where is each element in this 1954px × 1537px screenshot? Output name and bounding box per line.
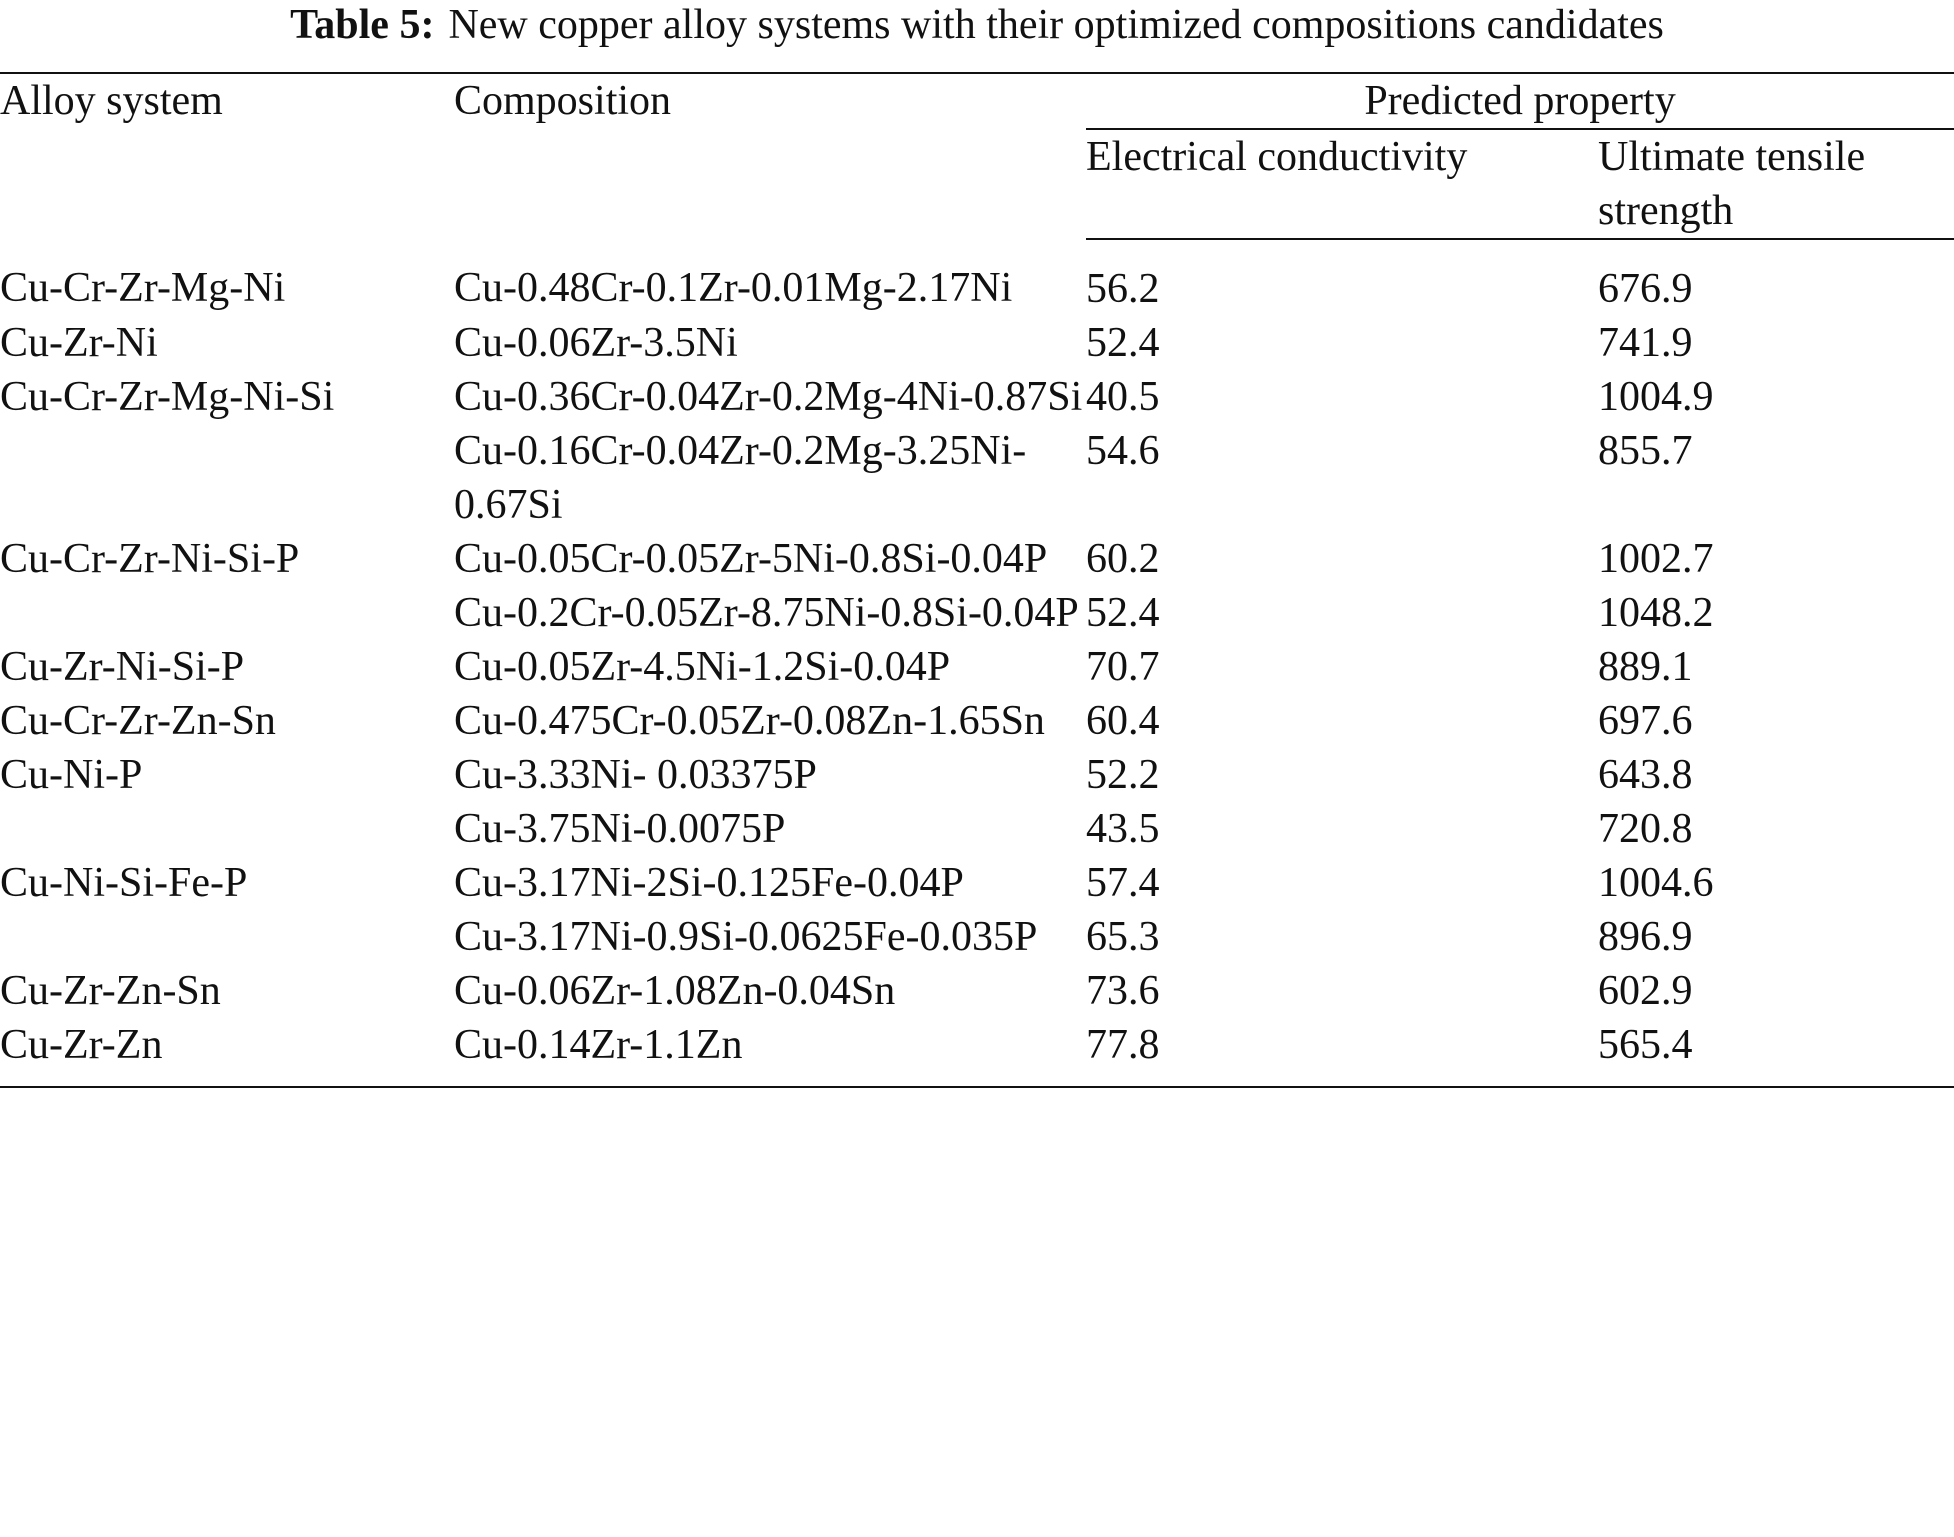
cell-ultimate-tensile-strength: 1002.7 [1598, 536, 1714, 582]
cell-ultimate-tensile-strength: 676.9 [1598, 266, 1693, 312]
cell-alloy-system: Cu-Cr-Zr-Mg-Ni-Si [0, 374, 335, 420]
cell-electrical-conductivity: 43.5 [1086, 806, 1160, 852]
cell-ultimate-tensile-strength: 697.6 [1598, 698, 1693, 744]
cell-electrical-conductivity: 56.2 [1086, 266, 1160, 312]
table-row: Cu-Zr-Zn-Sn Cu-0.06Zr-1.08Zn-0.04Sn 73.6… [0, 964, 1954, 1018]
cell-ultimate-tensile-strength: 896.9 [1598, 914, 1693, 960]
cell-ultimate-tensile-strength: 720.8 [1598, 806, 1693, 852]
cell-composition: Cu-3.33Ni- 0.03375P [454, 752, 817, 798]
cell-composition: Cu-0.2Cr-0.05Zr-8.75Ni-0.8Si-0.04P [454, 590, 1079, 636]
cell-ultimate-tensile-strength: 565.4 [1598, 1018, 1954, 1088]
cell-alloy-system: Cu-Zr-Ni-Si-P [0, 644, 245, 690]
cell-electrical-conductivity: 77.8 [1086, 1018, 1598, 1088]
header-predicted-property: Predicted property [1086, 72, 1954, 130]
cell-composition: Cu-0.48Cr-0.1Zr-0.01Mg-2.17Ni [454, 265, 1013, 311]
cell-composition: Cu-0.16Cr-0.04Zr-0.2Mg-3.25Ni-0.67Si [454, 428, 1027, 528]
cell-electrical-conductivity: 73.6 [1086, 968, 1160, 1014]
table-caption-label: Table 5: [290, 2, 435, 48]
table-body: Cu-Cr-Zr-Mg-Ni Cu-0.48Cr-0.1Zr-0.01Mg-2.… [0, 239, 1954, 1088]
cell-electrical-conductivity: 60.2 [1086, 536, 1160, 582]
table-row: Cu-Zr-Ni Cu-0.06Zr-3.5Ni 52.4 741.9 [0, 316, 1954, 370]
cell-ultimate-tensile-strength: 1004.9 [1598, 374, 1714, 420]
cell-ultimate-tensile-strength: 1048.2 [1598, 590, 1714, 636]
alloy-table: Alloy system Composition Predicted prope… [0, 72, 1954, 1088]
cell-electrical-conductivity: 52.4 [1086, 320, 1160, 366]
table-row: Cu-0.16Cr-0.04Zr-0.2Mg-3.25Ni-0.67Si 54.… [0, 424, 1954, 532]
cell-composition: Cu-0.05Zr-4.5Ni-1.2Si-0.04P [454, 644, 951, 690]
cell-composition: Cu-0.06Zr-3.5Ni [454, 320, 738, 366]
cell-alloy-system: Cu-Cr-Zr-Ni-Si-P [0, 536, 300, 582]
cell-electrical-conductivity: 54.6 [1086, 428, 1160, 474]
table-row: Cu-3.75Ni-0.0075P 43.5 720.8 [0, 802, 1954, 856]
table-row: Cu-3.17Ni-0.9Si-0.0625Fe-0.035P 65.3 896… [0, 910, 1954, 964]
cell-alloy-system: Cu-Ni-Si-Fe-P [0, 860, 248, 906]
cell-alloy-system: Cu-Cr-Zr-Zn-Sn [0, 698, 276, 744]
cell-alloy-system [0, 586, 454, 640]
cell-electrical-conductivity: 70.7 [1086, 644, 1160, 690]
cell-ultimate-tensile-strength: 889.1 [1598, 644, 1693, 690]
cell-composition: Cu-0.06Zr-1.08Zn-0.04Sn [454, 968, 896, 1014]
table-row: Cu-Cr-Zr-Mg-Ni Cu-0.48Cr-0.1Zr-0.01Mg-2.… [0, 239, 1954, 316]
cell-alloy-system: Cu-Ni-P [0, 752, 143, 798]
cell-alloy-system [0, 910, 454, 964]
cell-ultimate-tensile-strength: 602.9 [1598, 968, 1693, 1014]
header-alloy-system: Alloy system [0, 72, 454, 239]
cell-electrical-conductivity: 40.5 [1086, 374, 1160, 420]
cell-composition: Cu-0.475Cr-0.05Zr-0.08Zn-1.65Sn [454, 698, 1045, 744]
table-caption: Table 5: New copper alloy systems with th… [0, 0, 1954, 50]
cell-composition: Cu-3.75Ni-0.0075P [454, 806, 786, 852]
table-row: Cu-Ni-P Cu-3.33Ni- 0.03375P 52.2 643.8 [0, 748, 1954, 802]
cell-electrical-conductivity: 52.4 [1086, 590, 1160, 636]
cell-electrical-conductivity: 52.2 [1086, 752, 1160, 798]
cell-electrical-conductivity: 65.3 [1086, 914, 1160, 960]
cell-ultimate-tensile-strength: 855.7 [1598, 428, 1693, 474]
cell-ultimate-tensile-strength: 1004.6 [1598, 860, 1714, 906]
table-row: Cu-Cr-Zr-Zn-Sn Cu-0.475Cr-0.05Zr-0.08Zn-… [0, 694, 1954, 748]
table-row: Cu-Cr-Zr-Ni-Si-P Cu-0.05Cr-0.05Zr-5Ni-0.… [0, 532, 1954, 586]
cell-ultimate-tensile-strength: 741.9 [1598, 320, 1693, 366]
table-row: Cu-Ni-Si-Fe-P Cu-3.17Ni-2Si-0.125Fe-0.04… [0, 856, 1954, 910]
cell-alloy-system: Cu-Zr-Ni [0, 320, 158, 366]
header-electrical-conductivity: Electrical conductivity [1086, 129, 1598, 240]
cell-alloy-system [0, 802, 454, 856]
cell-alloy-system: Cu-Zr-Zn [0, 1018, 454, 1088]
table-row: Cu-Zr-Zn Cu-0.14Zr-1.1Zn 77.8 565.4 [0, 1018, 1954, 1088]
table-row: Cu-Zr-Ni-Si-P Cu-0.05Zr-4.5Ni-1.2Si-0.04… [0, 640, 1954, 694]
cell-composition: Cu-3.17Ni-0.9Si-0.0625Fe-0.035P [454, 914, 1038, 960]
cell-composition: Cu-0.05Cr-0.05Zr-5Ni-0.8Si-0.04P [454, 536, 1048, 582]
table-row: Cu-Cr-Zr-Mg-Ni-Si Cu-0.36Cr-0.04Zr-0.2Mg… [0, 370, 1954, 424]
cell-alloy-system [0, 424, 454, 532]
header-composition: Composition [454, 72, 1086, 239]
cell-composition: Cu-0.14Zr-1.1Zn [454, 1018, 1086, 1088]
cell-composition: Cu-0.36Cr-0.04Zr-0.2Mg-4Ni-0.87Si [454, 374, 1083, 420]
cell-electrical-conductivity: 57.4 [1086, 860, 1160, 906]
cell-electrical-conductivity: 60.4 [1086, 698, 1160, 744]
table-caption-text: New copper alloy systems with their opti… [448, 2, 1664, 48]
cell-alloy-system: Cu-Zr-Zn-Sn [0, 968, 221, 1014]
table-row: Cu-0.2Cr-0.05Zr-8.75Ni-0.8Si-0.04P 52.4 … [0, 586, 1954, 640]
cell-alloy-system: Cu-Cr-Zr-Mg-Ni [0, 265, 286, 311]
cell-composition: Cu-3.17Ni-2Si-0.125Fe-0.04P [454, 860, 964, 906]
header-ultimate-tensile-strength: Ultimate tensile strength [1598, 129, 1954, 240]
cell-ultimate-tensile-strength: 643.8 [1598, 752, 1693, 798]
